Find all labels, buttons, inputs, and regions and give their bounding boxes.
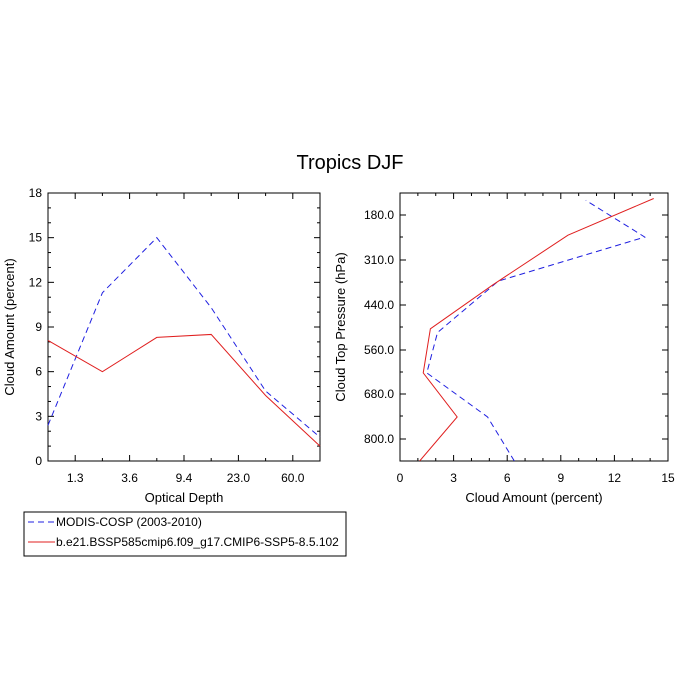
y-axis-label: Cloud Amount (percent) — [2, 258, 17, 395]
y-tick-label: 800.0 — [364, 432, 394, 446]
x-tick-label: 60.0 — [281, 471, 305, 485]
y-tick-label: 9 — [35, 320, 42, 334]
legend: MODIS-COSP (2003-2010) b.e21.BSSP585cmip… — [23, 511, 347, 557]
y-tick-label: 680.0 — [364, 387, 394, 401]
x-tick-label: 12 — [608, 471, 622, 485]
y-tick-label: 310.0 — [364, 253, 394, 267]
x-tick-label: 0 — [397, 471, 404, 485]
x-tick-label: 9 — [557, 471, 564, 485]
x-tick-label: 1.3 — [67, 471, 84, 485]
y-tick-label: 0 — [35, 454, 42, 468]
series-line-cesm — [419, 198, 654, 461]
x-tick-label: 6 — [504, 471, 511, 485]
x-tick-label: 9.4 — [176, 471, 193, 485]
y-tick-label: 15 — [29, 231, 43, 245]
y-tick-label: 3 — [35, 409, 42, 423]
series-line-modis — [47, 236, 321, 438]
x-tick-label: 3 — [450, 471, 457, 485]
legend-label-modis: MODIS-COSP (2003-2010) — [56, 515, 202, 529]
y-tick-label: 180.0 — [364, 208, 394, 222]
x-tick-label: 3.6 — [121, 471, 138, 485]
legend-label-cesm: b.e21.BSSP585cmip6.f09_g17.CMIP6-SSP5-8.… — [56, 535, 339, 549]
series-line-cesm — [47, 333, 321, 447]
pressure-panel: 0 3 6 9 12 15 180.0 310.0 440.0 560.0 680.0 800.0 Cl… — [333, 192, 675, 505]
chart-title: Tropics DJF — [296, 152, 403, 174]
plot-frame — [47, 192, 321, 462]
y-tick-label: 560.0 — [364, 343, 394, 357]
legend-box — [23, 511, 347, 557]
y-tick-label: 18 — [29, 186, 43, 200]
x-tick-label: 23.0 — [227, 471, 251, 485]
optical-depth-panel: 0 3 6 9 12 15 18 1.3 3.6 9.4 23.0 60.0 Optical Depth… — [2, 186, 321, 505]
y-axis-label: Cloud Top Pressure (hPa) — [333, 252, 348, 401]
x-axis-label: Cloud Amount (percent) — [465, 490, 602, 505]
plot-frame — [399, 192, 669, 462]
y-tick-label: 6 — [35, 365, 42, 379]
y-tick-label: 12 — [29, 275, 43, 289]
x-axis-label: Optical Depth — [145, 490, 224, 505]
y-tick-label: 440.0 — [364, 298, 394, 312]
x-tick-label: 15 — [661, 471, 675, 485]
series-line-modis — [426, 199, 646, 461]
